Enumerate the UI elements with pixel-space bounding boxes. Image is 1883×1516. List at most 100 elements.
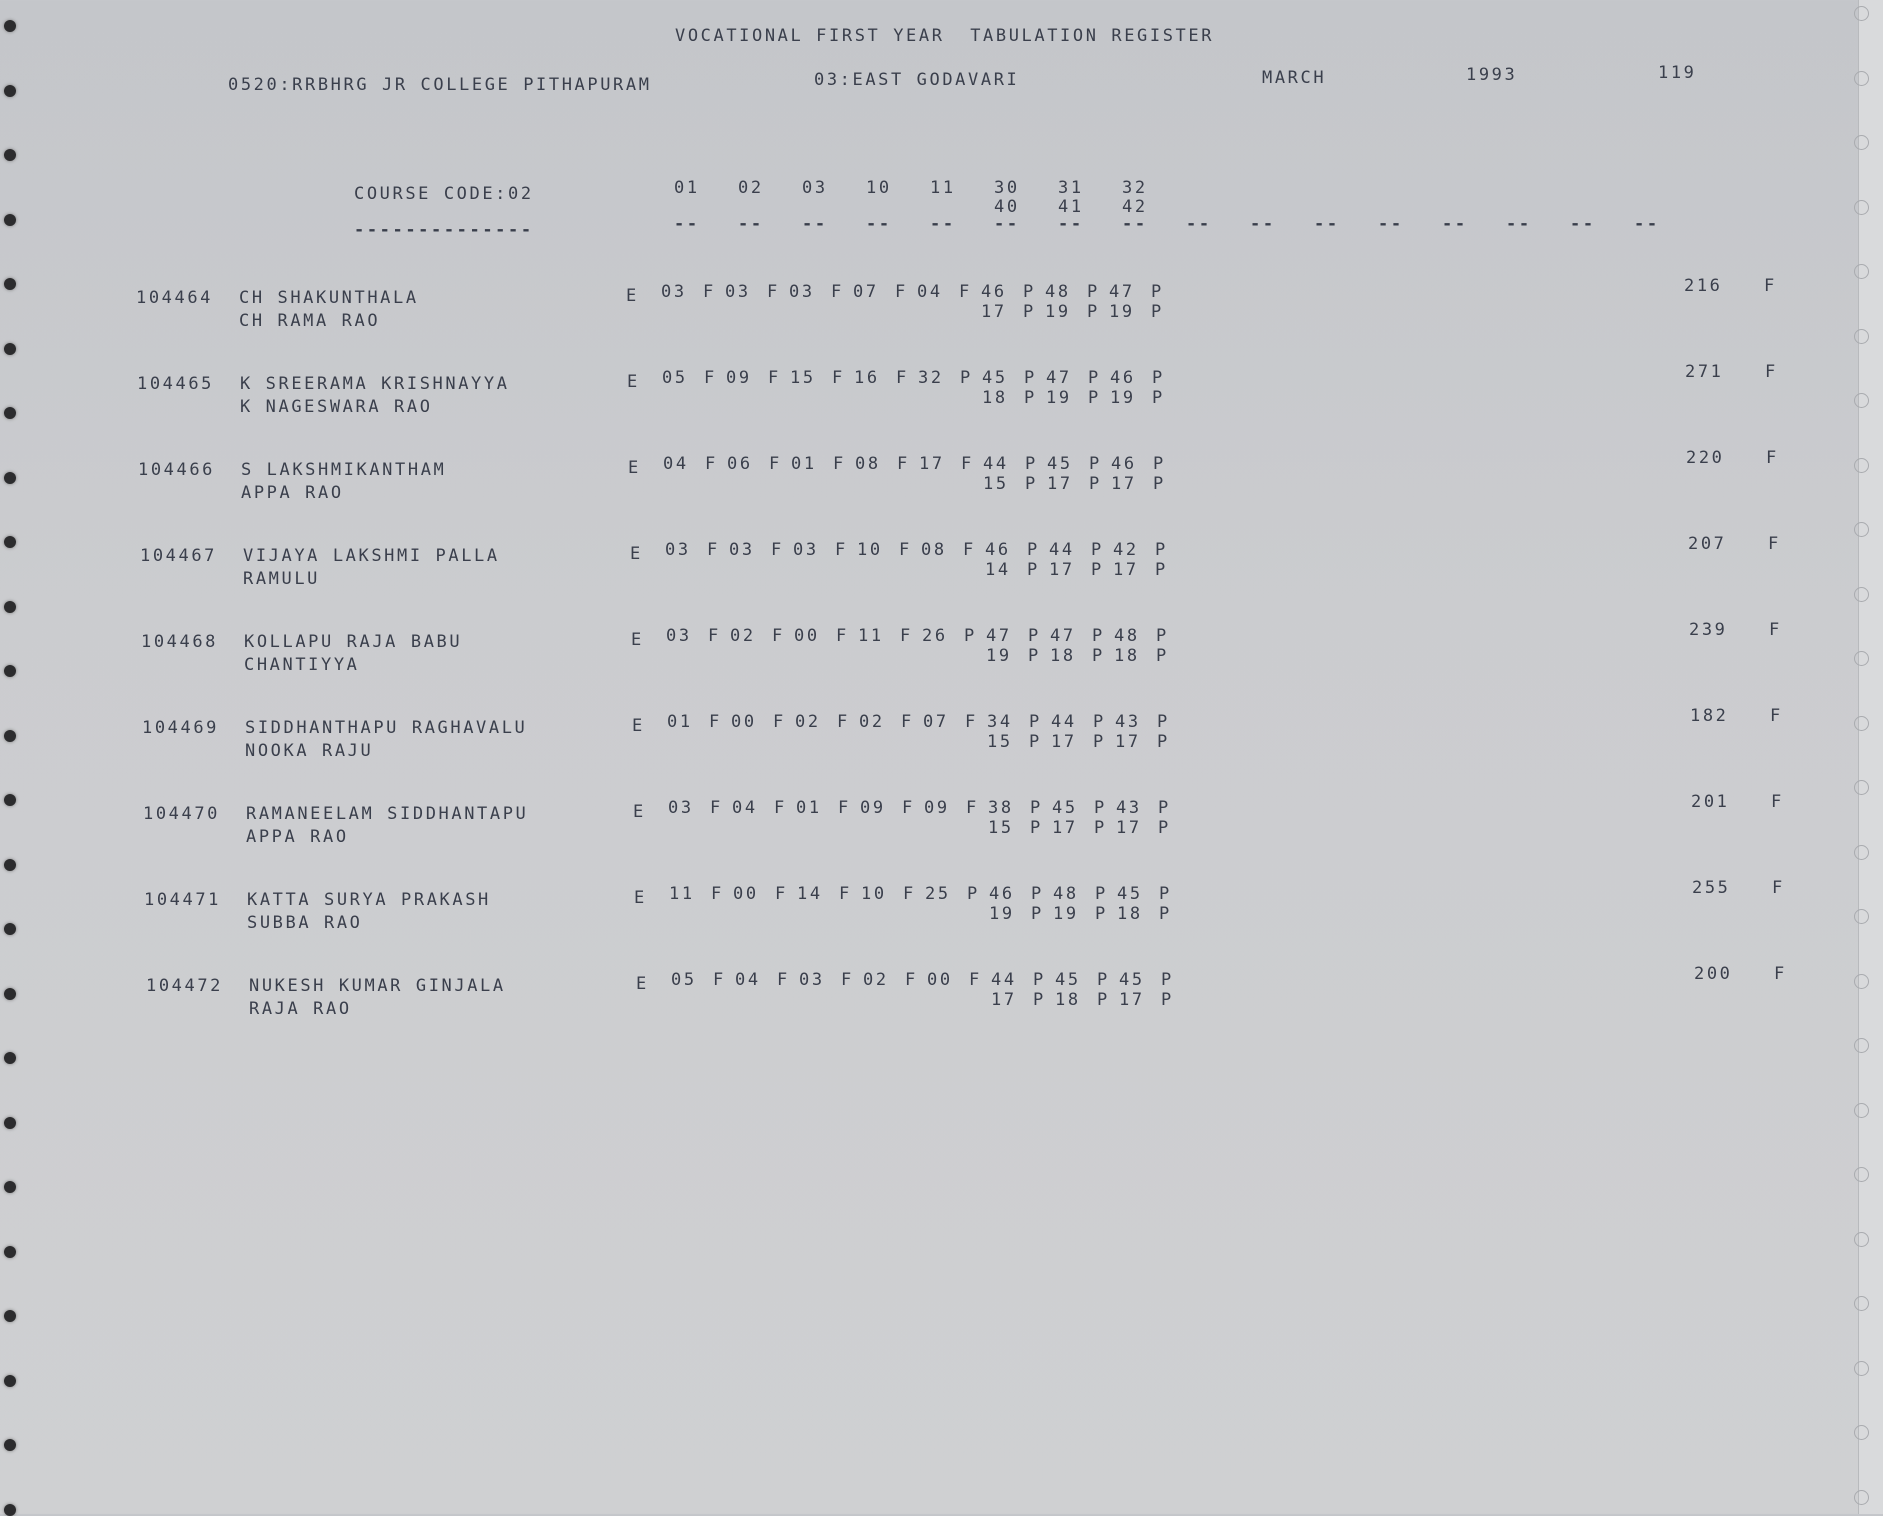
subject-mark: 03 [725, 282, 751, 302]
subject-result: F [709, 712, 722, 732]
subject-result: F [905, 970, 918, 990]
feed-hole [4, 665, 16, 677]
father-name: RAJA RAO [249, 999, 352, 1019]
subject-result: F [768, 368, 781, 388]
subject-result: P [1024, 368, 1037, 388]
subject-mark: 00 [733, 884, 759, 904]
final-result: F [1765, 362, 1778, 382]
subject-result: F [837, 712, 850, 732]
subject-result: F [833, 454, 846, 474]
medium-code: E [632, 716, 645, 736]
subject-mark: 17 [1115, 732, 1141, 752]
final-result: F [1768, 534, 1781, 554]
subject-mark: 47 [1109, 282, 1135, 302]
total-marks: 201 [1691, 792, 1730, 812]
subject-result: P [1093, 732, 1106, 752]
subject-result: F [835, 540, 848, 560]
feed-hole [4, 1052, 16, 1064]
feed-hole [4, 471, 16, 484]
feed-hole [4, 536, 16, 548]
feed-hole [4, 342, 16, 355]
subject-mark: 43 [1116, 798, 1142, 818]
subject-result: F [838, 798, 851, 818]
roll-number: 104466 [138, 460, 216, 480]
medium-code: E [636, 974, 649, 994]
feed-hole [1854, 199, 1869, 215]
subject-mark: 04 [663, 454, 689, 474]
subject-mark: 48 [1045, 282, 1071, 302]
subject-result: P [1093, 712, 1106, 732]
subject-result: P [1157, 712, 1170, 732]
subject-result: F [961, 454, 974, 474]
subject-code: 03 [802, 178, 828, 198]
feed-hole [1854, 135, 1869, 150]
subject-mark: 03 [665, 540, 691, 560]
subject-mark: 03 [793, 540, 819, 560]
feed-hole [1854, 70, 1869, 86]
subject-code: 02 [738, 178, 764, 198]
subject-mark: 04 [735, 970, 761, 990]
feed-hole [4, 1439, 16, 1451]
subject-mark: 43 [1115, 712, 1141, 732]
subject-result: P [1091, 560, 1104, 580]
subject-result: P [1031, 884, 1044, 904]
feed-hole [1854, 522, 1869, 537]
subject-mark: 18 [1114, 646, 1140, 666]
total-marks: 239 [1689, 620, 1728, 640]
subject-mark: 45 [982, 368, 1008, 388]
feed-hole [4, 600, 16, 613]
subject-mark: 45 [1119, 970, 1145, 990]
feed-hole [4, 278, 16, 290]
student-name: K SREERAMA KRISHNAYYA [240, 374, 510, 394]
subject-mark: 05 [662, 368, 688, 388]
subject-mark: 17 [991, 990, 1017, 1010]
subject-mark: 07 [923, 712, 949, 732]
page-number: 119 [1658, 63, 1697, 83]
subject-mark: 16 [854, 368, 880, 388]
subject-mark: 01 [667, 712, 693, 732]
subject-mark: 11 [858, 626, 884, 646]
subject-result: P [1029, 712, 1042, 732]
roll-number: 104470 [143, 804, 221, 824]
subject-mark: 17 [1116, 818, 1142, 838]
subject-result: P [1159, 884, 1172, 904]
subject-result: P [1028, 626, 1041, 646]
column-separator: -- [674, 214, 700, 234]
subject-result: F [704, 368, 717, 388]
father-name: APPA RAO [241, 483, 344, 503]
final-result: F [1770, 706, 1783, 726]
subject-result: P [1161, 990, 1174, 1010]
subject-result: F [901, 712, 914, 732]
subject-mark: 17 [1051, 732, 1077, 752]
subject-result: P [1158, 798, 1171, 818]
subject-mark: 44 [1049, 540, 1075, 560]
subject-mark: 46 [985, 540, 1011, 560]
subject-mark: 45 [1052, 798, 1078, 818]
student-name: CH SHAKUNTHALA [239, 288, 419, 308]
subject-result: F [713, 970, 726, 990]
subject-mark: 48 [1053, 884, 1079, 904]
subject-result: P [1023, 302, 1036, 322]
subject-result: P [1087, 302, 1100, 322]
subject-result: P [967, 884, 980, 904]
column-separator: -- [1314, 214, 1340, 234]
subject-result: F [773, 712, 786, 732]
subject-mark: 45 [1047, 454, 1073, 474]
column-separator: -- [1186, 214, 1212, 234]
feed-hole [1854, 1102, 1869, 1118]
father-name: CHANTIYYA [244, 655, 360, 675]
subject-result: P [1030, 798, 1043, 818]
subject-result: F [774, 798, 787, 818]
roll-number: 104471 [144, 890, 222, 910]
subject-mark: 19 [989, 904, 1015, 924]
subject-mark: 02 [859, 712, 885, 732]
subject-mark: 18 [1055, 990, 1081, 1010]
feed-hole [1854, 457, 1869, 473]
subject-mark: 15 [988, 818, 1014, 838]
subject-mark: 42 [1113, 540, 1139, 560]
subject-mark: 10 [861, 884, 887, 904]
student-name: KATTA SURYA PRAKASH [247, 890, 491, 910]
total-marks: 255 [1692, 878, 1731, 898]
subject-result: F [969, 970, 982, 990]
subject-mark: 03 [729, 540, 755, 560]
